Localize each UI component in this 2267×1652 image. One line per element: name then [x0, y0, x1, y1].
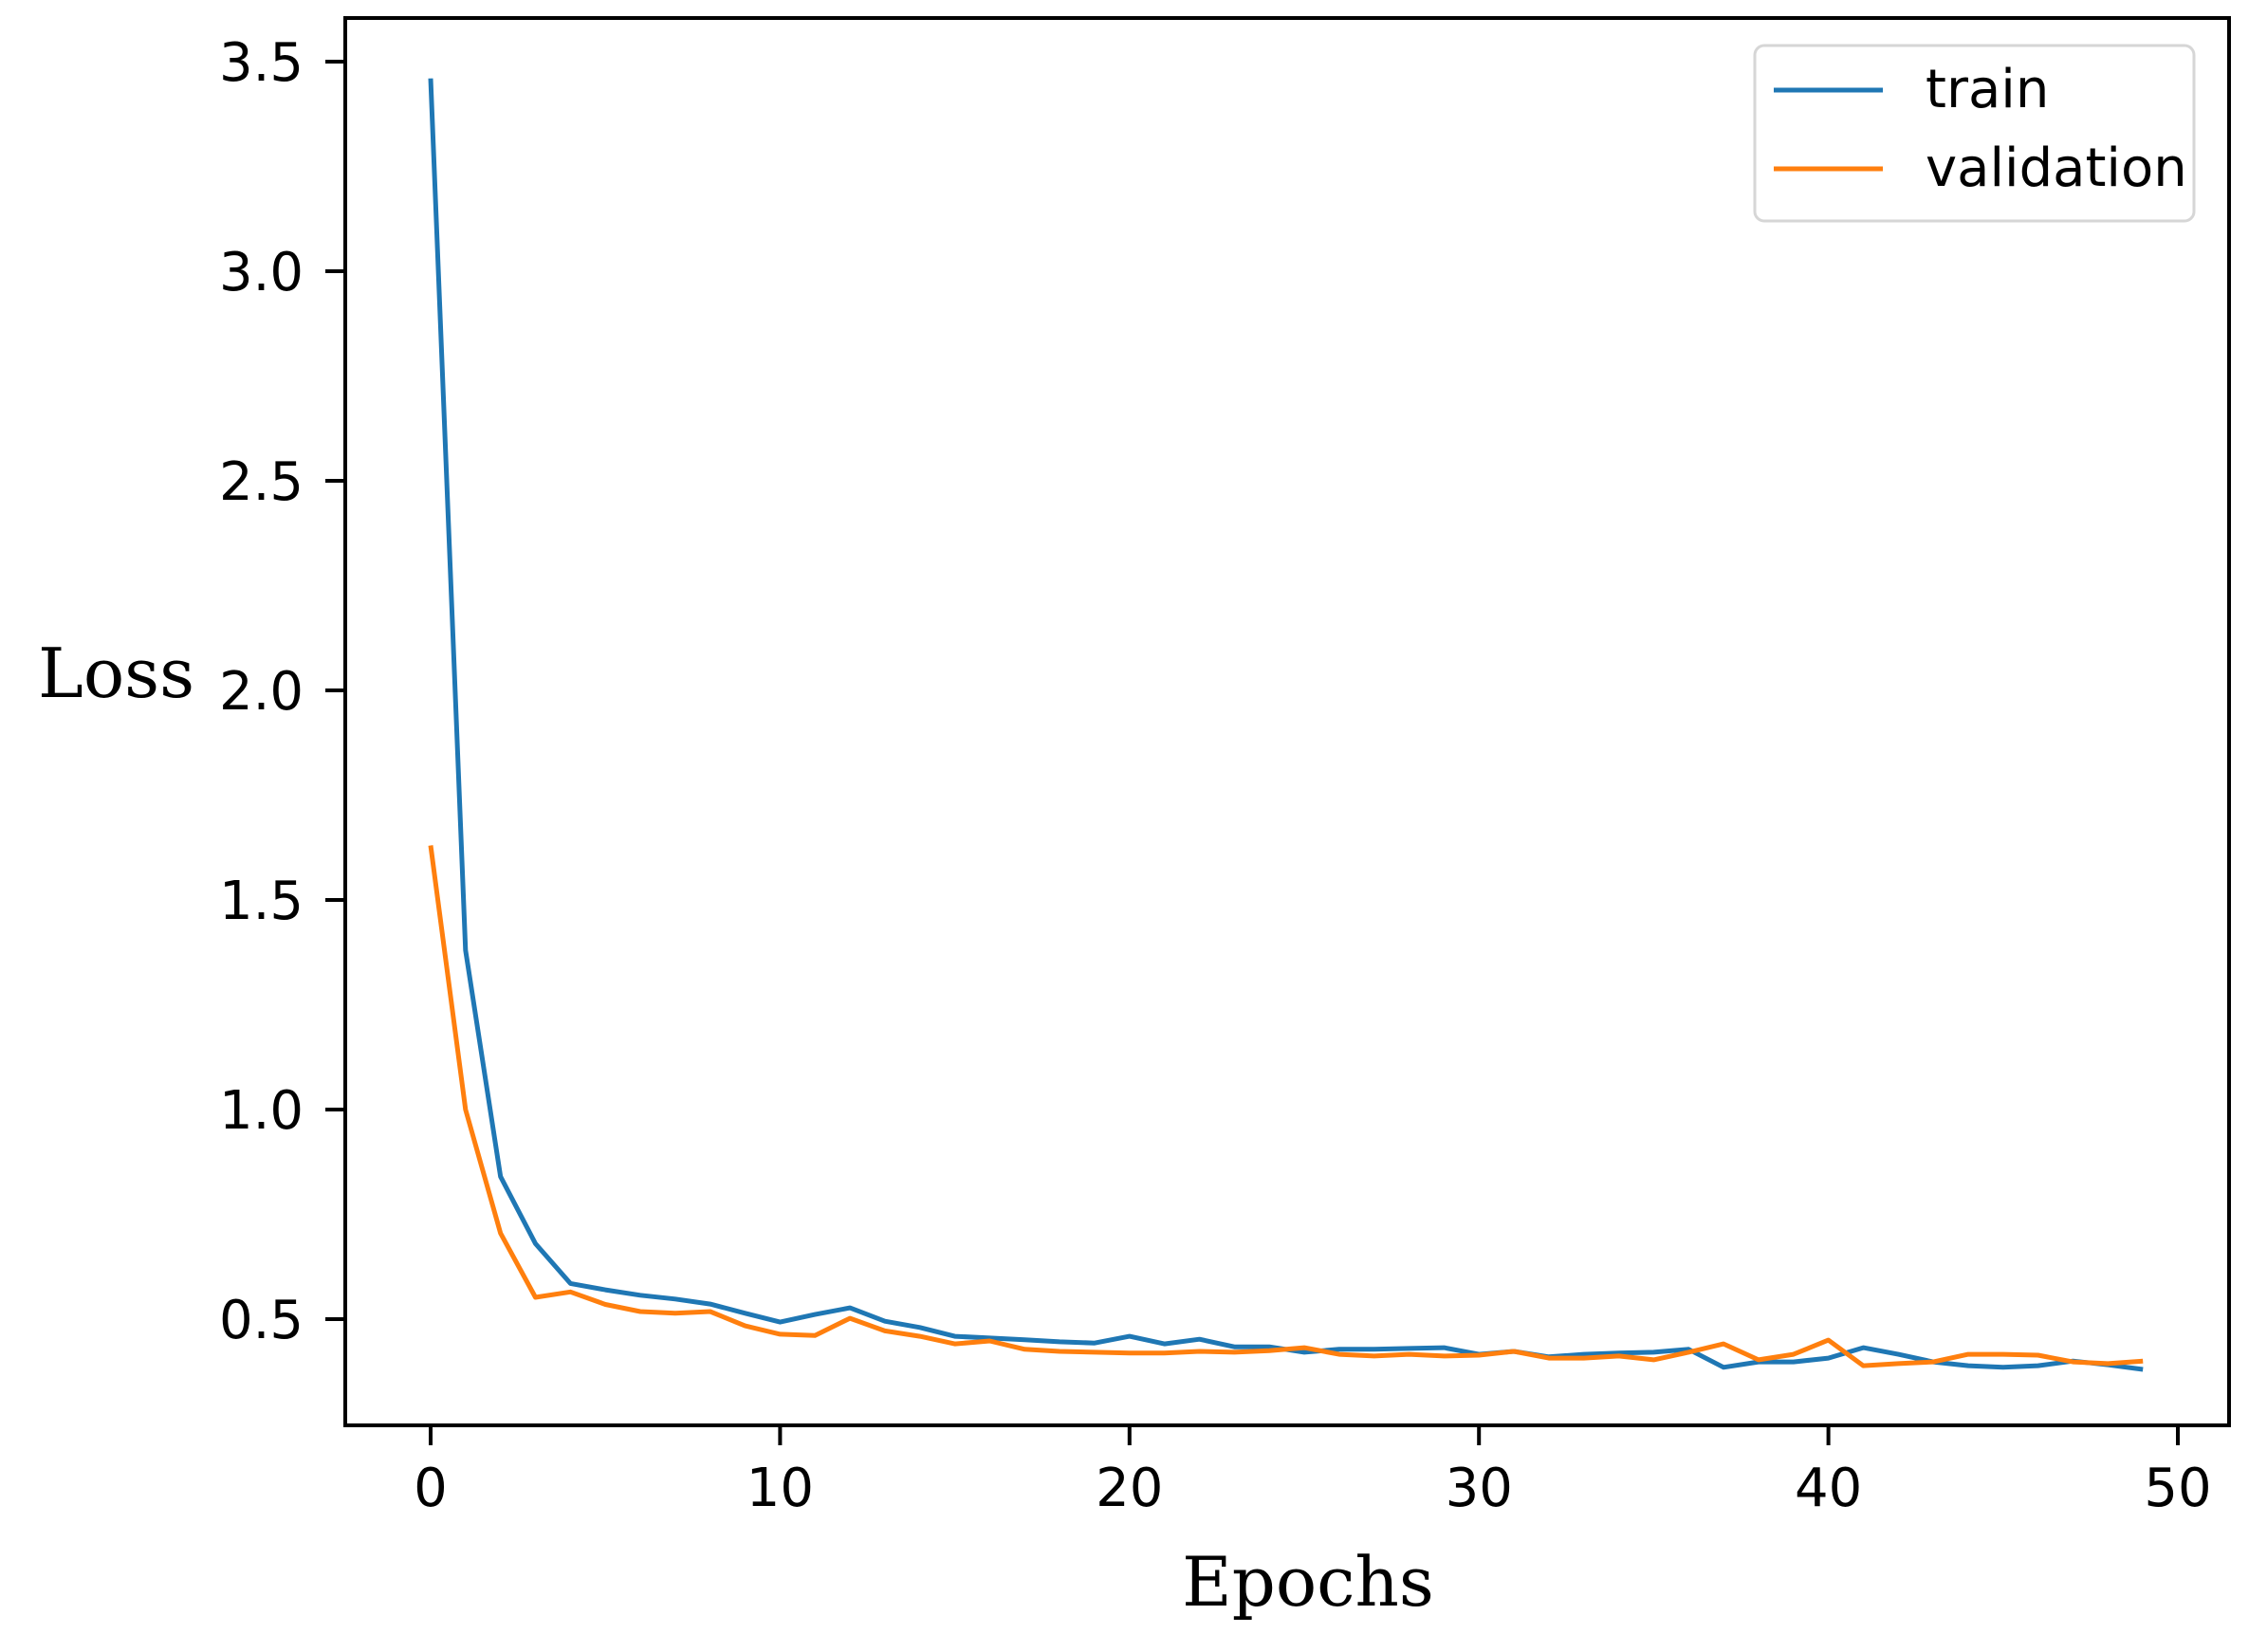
- x-tick-label: 10: [746, 1458, 814, 1519]
- y-tick-label: 1.0: [219, 1080, 304, 1142]
- y-tick-label: 0.5: [219, 1290, 304, 1351]
- x-tick-label: 0: [414, 1458, 448, 1519]
- series-line-validation: [428, 845, 2144, 1368]
- x-tick-label: 40: [1795, 1458, 1862, 1519]
- y-axis-label: Loss: [38, 633, 194, 713]
- x-tick-label: 30: [1446, 1458, 1513, 1519]
- y-tick-label: 3.0: [219, 242, 304, 303]
- legend-train-label: train: [1926, 59, 2049, 120]
- y-tick-label: 2.5: [219, 451, 304, 513]
- axes-frame: [343, 16, 2231, 1427]
- x-axis-label: Epochs: [1182, 1542, 1434, 1622]
- y-tick-label: 2.0: [219, 661, 304, 723]
- x-tick-label: 20: [1096, 1458, 1163, 1519]
- x-axis: 0 10 20 30 40 50: [414, 1425, 2212, 1519]
- legend: train validation: [1753, 44, 2196, 223]
- y-tick-label: 3.5: [219, 32, 304, 94]
- legend-validation-label: validation: [1926, 138, 2187, 199]
- y-tick-label: 1.5: [219, 871, 304, 932]
- plot-area: [343, 16, 2231, 1427]
- x-tick-label: 50: [2144, 1458, 2211, 1519]
- y-axis: 0.5 1.0 1.5 2.0 2.5 3.0 3.5: [219, 32, 345, 1351]
- series-lines: [428, 78, 2144, 1372]
